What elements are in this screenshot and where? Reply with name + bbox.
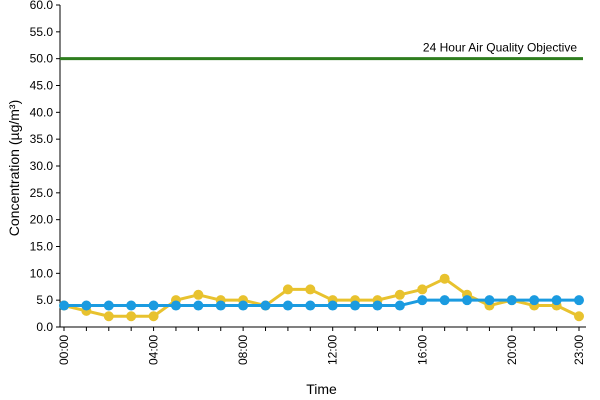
y-tick-label: 55.0 [30, 25, 54, 39]
y-tick-label: 45.0 [30, 79, 54, 93]
x-tick-label: 08:00 [236, 335, 250, 365]
data-point [282, 284, 293, 295]
y-tick-label: 60.0 [30, 0, 54, 12]
data-point [529, 295, 540, 306]
data-point [126, 300, 137, 311]
data-point [417, 295, 428, 306]
y-tick-label: 5.0 [36, 293, 53, 307]
x-tick-label: 04:00 [147, 335, 161, 365]
data-point [574, 295, 584, 306]
data-point [148, 300, 159, 311]
data-point [394, 289, 405, 300]
y-tick-label: 15.0 [30, 240, 54, 254]
data-point [282, 300, 293, 311]
data-point [484, 295, 495, 306]
data-point [327, 300, 338, 311]
data-point [551, 295, 562, 306]
x-axis-title: Time [306, 381, 337, 397]
y-tick-label: 0.0 [36, 320, 53, 334]
x-tick-label: 20:00 [505, 335, 519, 365]
y-axis-title: Concentration (µg/m³) [6, 100, 22, 236]
data-point [305, 284, 316, 295]
series-2 [59, 295, 584, 311]
y-tick-label: 40.0 [30, 105, 54, 119]
data-point [574, 311, 584, 322]
data-point [439, 273, 450, 284]
data-point [305, 300, 316, 311]
data-point [103, 300, 114, 311]
y-tick-label: 50.0 [30, 52, 54, 66]
data-point [126, 311, 137, 322]
data-point [439, 295, 450, 306]
x-tick-label: 16:00 [415, 335, 429, 365]
x-axis: 00:00 04:00 08:00 12:00 16:00 20:00 23:00 [57, 326, 586, 365]
data-point [103, 311, 114, 322]
x-tick-label: 12:00 [326, 335, 340, 365]
data-point [350, 300, 361, 311]
data-point [506, 295, 517, 306]
data-point [372, 300, 383, 311]
series-1 [59, 273, 584, 322]
y-tick-label: 25.0 [30, 186, 54, 200]
series-line [63, 277, 580, 318]
data-point [193, 300, 204, 311]
data-point [81, 300, 92, 311]
x-tick-label: 00:00 [57, 335, 71, 365]
data-point [215, 300, 226, 311]
data-point [238, 300, 249, 311]
objective-line-group: 24 Hour Air Quality Objective [60, 41, 583, 61]
series-group [59, 273, 584, 322]
data-point [394, 300, 405, 311]
data-point [170, 300, 181, 311]
y-tick-label: 35.0 [30, 132, 54, 146]
y-tick-label: 30.0 [30, 159, 54, 173]
data-point [260, 300, 271, 311]
data-point [148, 311, 159, 322]
objective-label: 24 Hour Air Quality Objective [423, 41, 577, 55]
y-axis: 0.0 5.0 10.0 15.0 20.0 25.0 30.0 35.0 40.0 45.0 50… [30, 0, 61, 334]
data-point [59, 300, 69, 311]
y-tick-label: 10.0 [30, 266, 54, 280]
data-point [462, 295, 473, 306]
data-point [417, 284, 428, 295]
x-tick-label: 23:00 [572, 335, 586, 365]
data-point [193, 289, 204, 300]
y-tick-label: 20.0 [30, 213, 54, 227]
